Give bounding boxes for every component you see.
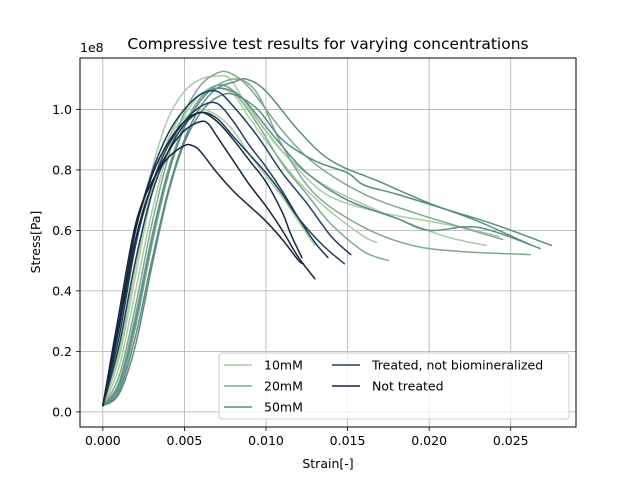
x-tick-label: 0.015	[330, 433, 366, 448]
legend-label-20mm: 20mM	[264, 379, 303, 394]
y-tick-label: 0.4	[52, 283, 72, 298]
x-tick-label: 0.010	[248, 433, 284, 448]
series-line-not-treated	[102, 120, 316, 407]
series-line-not-treated	[102, 111, 303, 407]
series-line-10mm	[102, 108, 316, 407]
x-tick-label: 0.020	[411, 433, 447, 448]
y-axis-title: Stress[Pa]	[28, 211, 43, 274]
y-tick-label: 0.2	[52, 344, 72, 359]
legend-frame	[218, 352, 570, 420]
series-line-treated-not-biomineralized	[102, 101, 329, 407]
plot-frame	[79, 57, 577, 428]
legend-label-10mm: 10mM	[264, 358, 303, 373]
x-axis: 0.000 0.005 0.010 0.015 0.020 0.025	[85, 427, 529, 448]
legend-label-50mm: 50mM	[264, 400, 303, 415]
series-line-not-treated	[102, 143, 305, 407]
y-offset-label: 1e8	[80, 40, 104, 55]
chart-title: Compressive test results for varying con…	[127, 35, 528, 53]
series-line-50mm	[102, 78, 533, 407]
y-tick-label: 0.6	[52, 223, 72, 238]
legend: 10mM 20mM 50mM Treated, not biomineralized N…	[218, 352, 570, 420]
x-axis-title: Strain[-]	[302, 456, 353, 471]
y-axis: 0.0 0.2 0.4 0.6 0.8 1.0	[52, 102, 80, 419]
legend-label-treated-not-biomineralized: Treated, not biomineralized	[371, 358, 543, 373]
y-tick-label: 0.0	[52, 404, 72, 419]
y-tick-label: 0.8	[52, 162, 72, 177]
series-layer	[102, 70, 553, 407]
y-tick-label: 1.0	[52, 102, 72, 117]
series-line-20mm	[102, 70, 504, 407]
legend-label-not-treated: Not treated	[372, 379, 444, 394]
series-line-treated-not-biomineralized	[102, 111, 346, 407]
x-tick-label: 0.005	[167, 433, 203, 448]
x-tick-label: 0.025	[493, 433, 529, 448]
series-line-50mm	[102, 87, 541, 407]
series-line-20mm	[102, 78, 532, 407]
x-tick-label: 0.000	[85, 433, 121, 448]
